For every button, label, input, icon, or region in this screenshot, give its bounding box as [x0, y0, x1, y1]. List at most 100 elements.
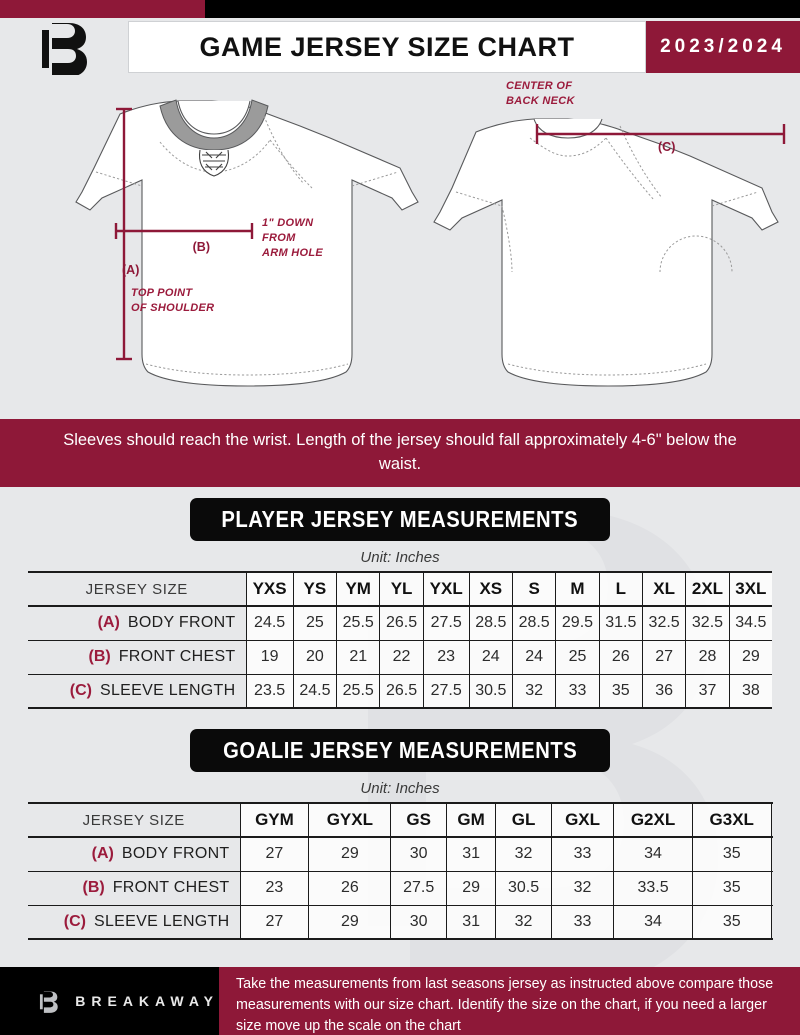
measurement-cell: 25 [292, 605, 338, 641]
measurement-cell [770, 836, 772, 872]
measurement-cell: 22 [379, 639, 424, 675]
row-label-body-front: (A) BODY FRONT [28, 606, 247, 641]
row-name: SLEEVE LENGTH [99, 681, 236, 699]
column-header-size-m: M [555, 571, 600, 607]
measurement-cell: 23 [239, 870, 310, 906]
column-header-jersey-size: JERSEY SIZE [28, 802, 241, 838]
table-header-row: JERSEY SIZE GYM GYXL GS GM GL GXL G2XL G3XL [28, 802, 772, 838]
column-header-size-yxs: YXS [245, 571, 294, 607]
table-header-row: JERSEY SIZE YXS YS YM YL YXL XS S M L XL 2XL 3XL [28, 571, 772, 607]
measurement-cell: 27.5 [422, 605, 470, 641]
measurement-cell: 35 [598, 673, 643, 709]
column-header-size-gxl: GXL [550, 802, 615, 838]
footer-brand-name: BREAKAWAY [75, 993, 219, 1009]
player-table-wrap: JERSEY SIZE YXS YS YM YL YXL XS S M L XL 2XL 3XL (A)… [0, 571, 800, 709]
measurement-cell: 26 [308, 870, 392, 906]
measurement-cell: 24 [511, 639, 557, 675]
measurement-cell: 24.5 [292, 673, 338, 709]
measurement-cell: 37 [685, 673, 730, 709]
measure-line-b [114, 223, 254, 239]
diagram-label-c-line2: BACK NECK [506, 95, 575, 107]
page-header: GAME JERSEY SIZE CHART 2023/2024 [0, 18, 800, 76]
table-row: (C) SLEEVE LENGTH 27 29 30 31 32 33 34 35 [28, 904, 772, 940]
measurement-cell: 32 [511, 673, 557, 709]
measurement-cell: 26.5 [379, 605, 424, 641]
measurement-cell: 29 [308, 836, 392, 872]
measurement-cell: 27.5 [422, 673, 470, 709]
measurement-cell: 20 [292, 639, 338, 675]
measurement-cell: 33 [550, 904, 615, 940]
column-header-size-gym: GYM [239, 802, 310, 838]
diagram-label-b-line2: FROM [262, 232, 296, 244]
measurement-cell: 25 [555, 639, 600, 675]
table-row: (C) SLEEVE LENGTH 23.5 24.5 25.5 26.5 27.5 30.5… [28, 673, 772, 709]
measurement-cell: 29 [308, 904, 392, 940]
measurement-cell: 34.5 [728, 605, 772, 641]
player-section-title: PLAYER JERSEY MEASUREMENTS [221, 506, 579, 532]
row-tag: (B) [88, 648, 111, 665]
column-header-size-xs: XS [468, 571, 513, 607]
row-label-front-chest: (B) FRONT CHEST [28, 871, 241, 906]
row-tag: (C) [69, 681, 92, 699]
measurement-cell: 28.5 [468, 605, 513, 641]
diagram-label-a-line2: OF SHOULDER [131, 302, 214, 314]
diagram-label-a-line1: TOP POINT [131, 287, 193, 299]
measurement-cell: 29 [446, 870, 497, 906]
player-section-title-pill: PLAYER JERSEY MEASUREMENTS [190, 498, 610, 541]
player-unit-label: Unit: Inches [360, 549, 440, 566]
top-band-black [205, 0, 800, 18]
measurement-cell: 31 [446, 836, 497, 872]
measurement-cell: 29 [728, 639, 772, 675]
measurement-cell: 28.5 [511, 605, 557, 641]
measurement-cell: 38 [728, 673, 772, 709]
diagram-label-c-tag: (C) [658, 140, 675, 154]
front-jersey-stitching [95, 115, 399, 376]
column-header-size-ys: YS [292, 571, 338, 607]
row-label-sleeve-length: (C) SLEEVE LENGTH [28, 905, 241, 940]
measurement-cell: 33 [555, 673, 600, 709]
diagram-label-c-line1: CENTER OF [506, 80, 572, 92]
measurement-cell: 27.5 [390, 870, 448, 906]
measurement-cell: 35 [691, 836, 772, 872]
measurement-cell: 30.5 [468, 673, 513, 709]
row-name: SLEEVE LENGTH [93, 912, 230, 930]
measurement-cell: 29.5 [555, 605, 600, 641]
header-title-box: GAME JERSEY SIZE CHART [128, 21, 646, 73]
goalie-section-title-pill: GOALIE JERSEY MEASUREMENTS [190, 729, 610, 772]
front-jersey-illustration [75, 99, 419, 387]
measurement-cell: 27 [239, 836, 310, 872]
measurement-cell: 25.5 [336, 673, 381, 709]
goalie-unit-label: Unit: Inches [360, 780, 440, 797]
table-row: (A) BODY FRONT 27 29 30 31 32 33 34 35 [28, 836, 772, 872]
column-header-size-gyxl: GYXL [308, 802, 392, 838]
measurement-note: Sleeves should reach the wrist. Length o… [0, 419, 800, 487]
column-header-size-ym: YM [336, 571, 381, 607]
measurement-cell: 32.5 [641, 605, 687, 641]
measurement-cell: 34 [613, 904, 693, 940]
column-header-size-gl: GL [495, 802, 552, 838]
measurement-cell: 26 [598, 639, 643, 675]
diagram-label-b-line3: ARM HOLE [261, 247, 323, 259]
player-measurements-table: JERSEY SIZE YXS YS YM YL YXL XS S M L XL 2XL 3XL (A)… [28, 571, 772, 709]
measurement-cell [770, 904, 772, 940]
row-label-body-front: (A) BODY FRONT [28, 837, 241, 872]
column-header-size-s: S [511, 571, 557, 607]
row-tag: (B) [82, 879, 105, 896]
column-header-size-gm: GM [446, 802, 497, 838]
measurement-cell: 24 [468, 639, 513, 675]
jersey-diagrams: (B) (A) TOP POINT OF SHOULDER 1" DOWN FR… [0, 76, 800, 416]
column-header-size-gs: GS [390, 802, 448, 838]
measurement-cell: 27 [239, 904, 310, 940]
column-header-size-yl: YL [379, 571, 424, 607]
player-table-body: (A) BODY FRONT 24.5 25 25.5 26.5 27.5 28.5 28.5 2… [28, 605, 772, 709]
row-name: FRONT CHEST [118, 648, 236, 665]
column-header-size-2xl: 2XL [685, 571, 730, 607]
measurement-cell: 32 [550, 870, 615, 906]
breakaway-b-logo-icon [42, 23, 87, 75]
breakaway-b-logo-icon [39, 991, 58, 1013]
row-label-front-chest: (B) FRONT CHEST [28, 640, 247, 675]
measurement-cell: 23 [422, 639, 470, 675]
measurement-cell: 33.5 [613, 870, 693, 906]
page-title: GAME JERSEY SIZE CHART [199, 31, 575, 62]
measure-line-a [116, 107, 132, 361]
